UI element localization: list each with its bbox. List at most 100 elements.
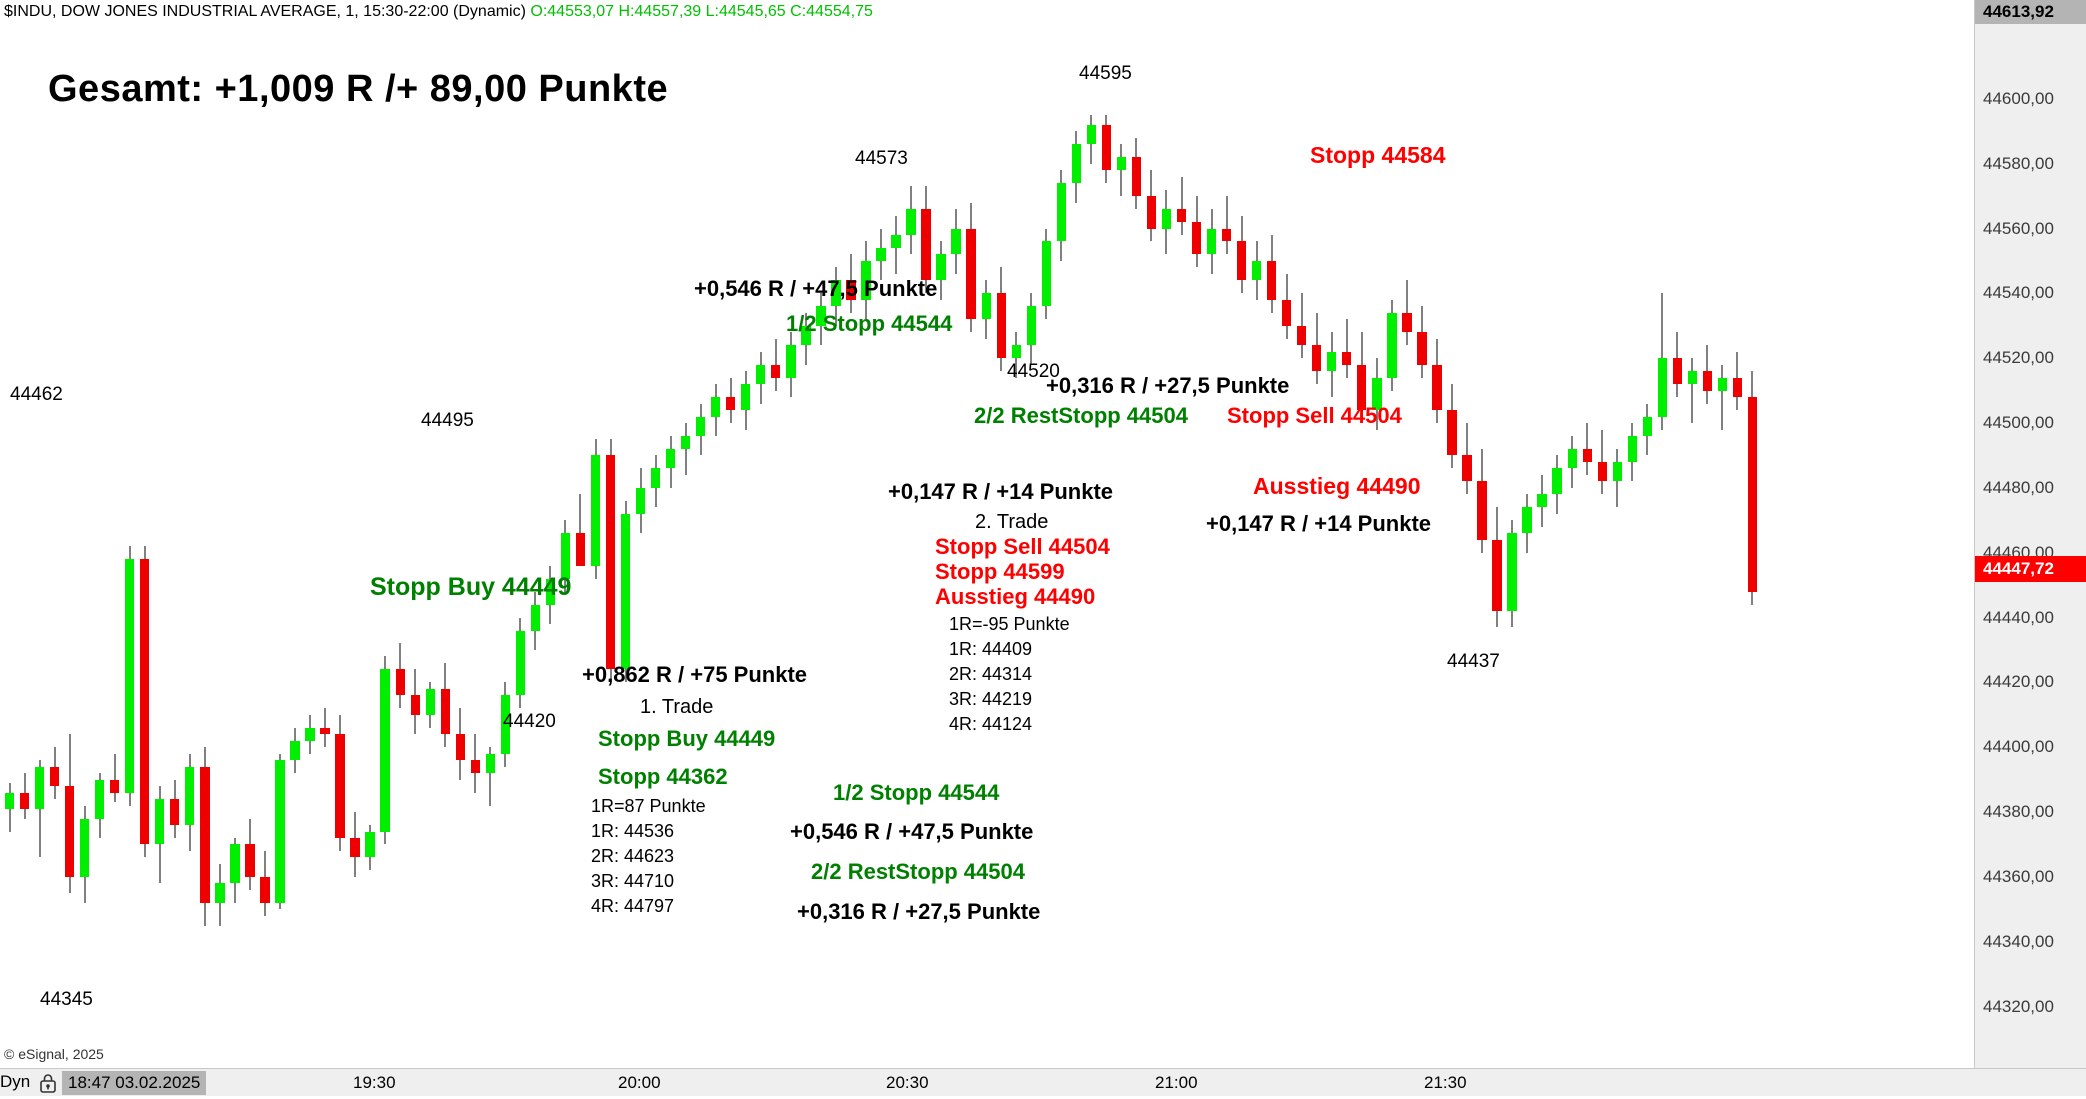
candle-wick: [1300, 293, 1303, 359]
candle-body: [19, 792, 30, 809]
candle-body: [1191, 222, 1202, 255]
candle-body: [245, 844, 255, 877]
r-level-row: 3R: 44710: [591, 871, 675, 891]
candle-body: [185, 766, 195, 826]
candle-wick: [113, 753, 116, 803]
annotation-total-result: Gesamt: +1,009 R /+ 89,00 Punkte: [48, 68, 669, 110]
candle-body: [1567, 448, 1577, 469]
price-axis-tick: 44340,00: [1983, 931, 2054, 951]
candle-body: [605, 455, 616, 670]
candle-wick: [1120, 144, 1123, 197]
candle-body: [756, 364, 766, 385]
candle-body: [4, 792, 15, 809]
trade2-exit: Ausstieg 44490: [935, 584, 1096, 609]
candle-body: [260, 876, 270, 903]
candle-wick: [1225, 196, 1228, 255]
candle-body: [1612, 461, 1622, 482]
candle-body: [110, 779, 120, 793]
candle-body: [831, 280, 841, 307]
candle-body: [49, 766, 60, 787]
candle-body: [786, 345, 796, 378]
candle-body: [335, 734, 345, 838]
candle-body: [711, 397, 721, 417]
candle-body: [79, 818, 90, 877]
candle-body: [1146, 196, 1157, 229]
candle-wick: [684, 423, 687, 475]
candle-body: [650, 468, 661, 488]
time-axis-tick: 21:00: [1155, 1073, 1198, 1092]
annotation-stopp-sell-mid: Stopp Sell 44504: [1227, 403, 1402, 428]
candle-body: [1267, 260, 1277, 300]
trade2-stop: Stopp 44599: [935, 559, 1065, 584]
trade1-stop: Stopp 44362: [598, 764, 728, 789]
trade1-levels: 1R=87 Punkte 1R: 44536 2R: 44623 3R: 44710 4…: [591, 794, 706, 919]
symbol-info: $INDU, DOW JONES INDUSTRIAL AVERAGE, 1, …: [4, 3, 526, 20]
r-level-row: 1R=-95 Punkte: [949, 614, 1070, 634]
candle-wick: [579, 494, 582, 553]
candle-body: [1402, 312, 1412, 333]
candle-body: [350, 838, 360, 858]
candle-body: [575, 533, 586, 566]
price-axis[interactable]: 44613,92 44600,00 44580,00 44560,00 44540,0…: [1974, 0, 2086, 1071]
candle-body: [1206, 228, 1217, 255]
price-axis-tick: 44600,00: [1983, 88, 2054, 108]
candle-body: [1477, 481, 1487, 540]
price-label: 44495: [421, 410, 474, 431]
candle-body: [1131, 157, 1142, 197]
candle-body: [515, 630, 526, 696]
r-level-row: 1R: 44409: [949, 639, 1033, 659]
candle-body: [1297, 325, 1307, 346]
price-axis-tick: 44320,00: [1983, 996, 2054, 1016]
candle-body: [1086, 124, 1096, 145]
last-price-marker: 44447,72: [1975, 556, 2086, 582]
current-time-marker: 18:47 03.02.2025: [62, 1071, 207, 1095]
candle-body: [1552, 468, 1562, 495]
candle-body: [485, 753, 495, 774]
candle-body: [34, 766, 45, 809]
candle-body: [560, 533, 571, 579]
candle-body: [1011, 345, 1021, 359]
annotation-result-right: +0,147 R / +14 Punkte: [1206, 511, 1432, 536]
candle-body: [230, 844, 240, 884]
candle-body: [1702, 371, 1713, 391]
ohlc-values: O:44553,07 H:44557,39 L:44545,65 C:44554…: [530, 3, 873, 20]
lock-icon[interactable]: [38, 1072, 58, 1099]
candle-body: [1312, 345, 1322, 372]
candle-body: [590, 455, 601, 566]
candle-wick: [1721, 364, 1724, 430]
candle-body: [1687, 371, 1698, 385]
candle-body: [861, 260, 871, 300]
candle-body: [455, 734, 465, 761]
candle-body: [470, 760, 480, 774]
candle-body: [816, 306, 826, 326]
candle-body: [275, 760, 285, 903]
candle-wick: [1405, 280, 1408, 346]
candle-body: [696, 416, 706, 436]
candle-body: [1417, 332, 1427, 365]
candle-body: [1462, 455, 1472, 482]
candle-body: [1627, 436, 1637, 462]
chart-plot-area[interactable]: 44462 44345 44495 44420 44573 44595 44520 44437…: [0, 24, 1974, 1048]
r-level-row: 2R: 44314: [949, 664, 1033, 684]
candle-body: [320, 727, 330, 735]
trade2-result: +0,147 R / +14 Punkte: [888, 479, 1114, 504]
candle-body: [1657, 358, 1667, 417]
annotation-rest-result-mid: +0,316 R / +27,5 Punkte: [1046, 373, 1290, 398]
trade1-rest-result: +0,316 R / +27,5 Punkte: [797, 899, 1041, 924]
candle-body: [140, 559, 150, 845]
time-axis-tick: 20:30: [886, 1073, 929, 1092]
candle-body: [125, 559, 135, 793]
candle-body: [891, 235, 901, 248]
candle-body: [380, 669, 390, 832]
candle-body: [200, 766, 210, 903]
price-axis-tick: 44400,00: [1983, 737, 2054, 757]
candle-body: [1041, 241, 1051, 307]
price-axis-tick: 44540,00: [1983, 283, 2054, 303]
r-level-row: 3R: 44219: [949, 689, 1033, 709]
candle-body: [966, 228, 976, 320]
candle-wick: [38, 760, 41, 858]
candle-body: [425, 688, 435, 715]
candlestick-series: [0, 24, 1974, 1048]
time-axis[interactable]: Dyn 18:47 03.02.2025 19:30 20:00 20:30 21:0…: [0, 1068, 2086, 1096]
candle-body: [1372, 377, 1382, 411]
